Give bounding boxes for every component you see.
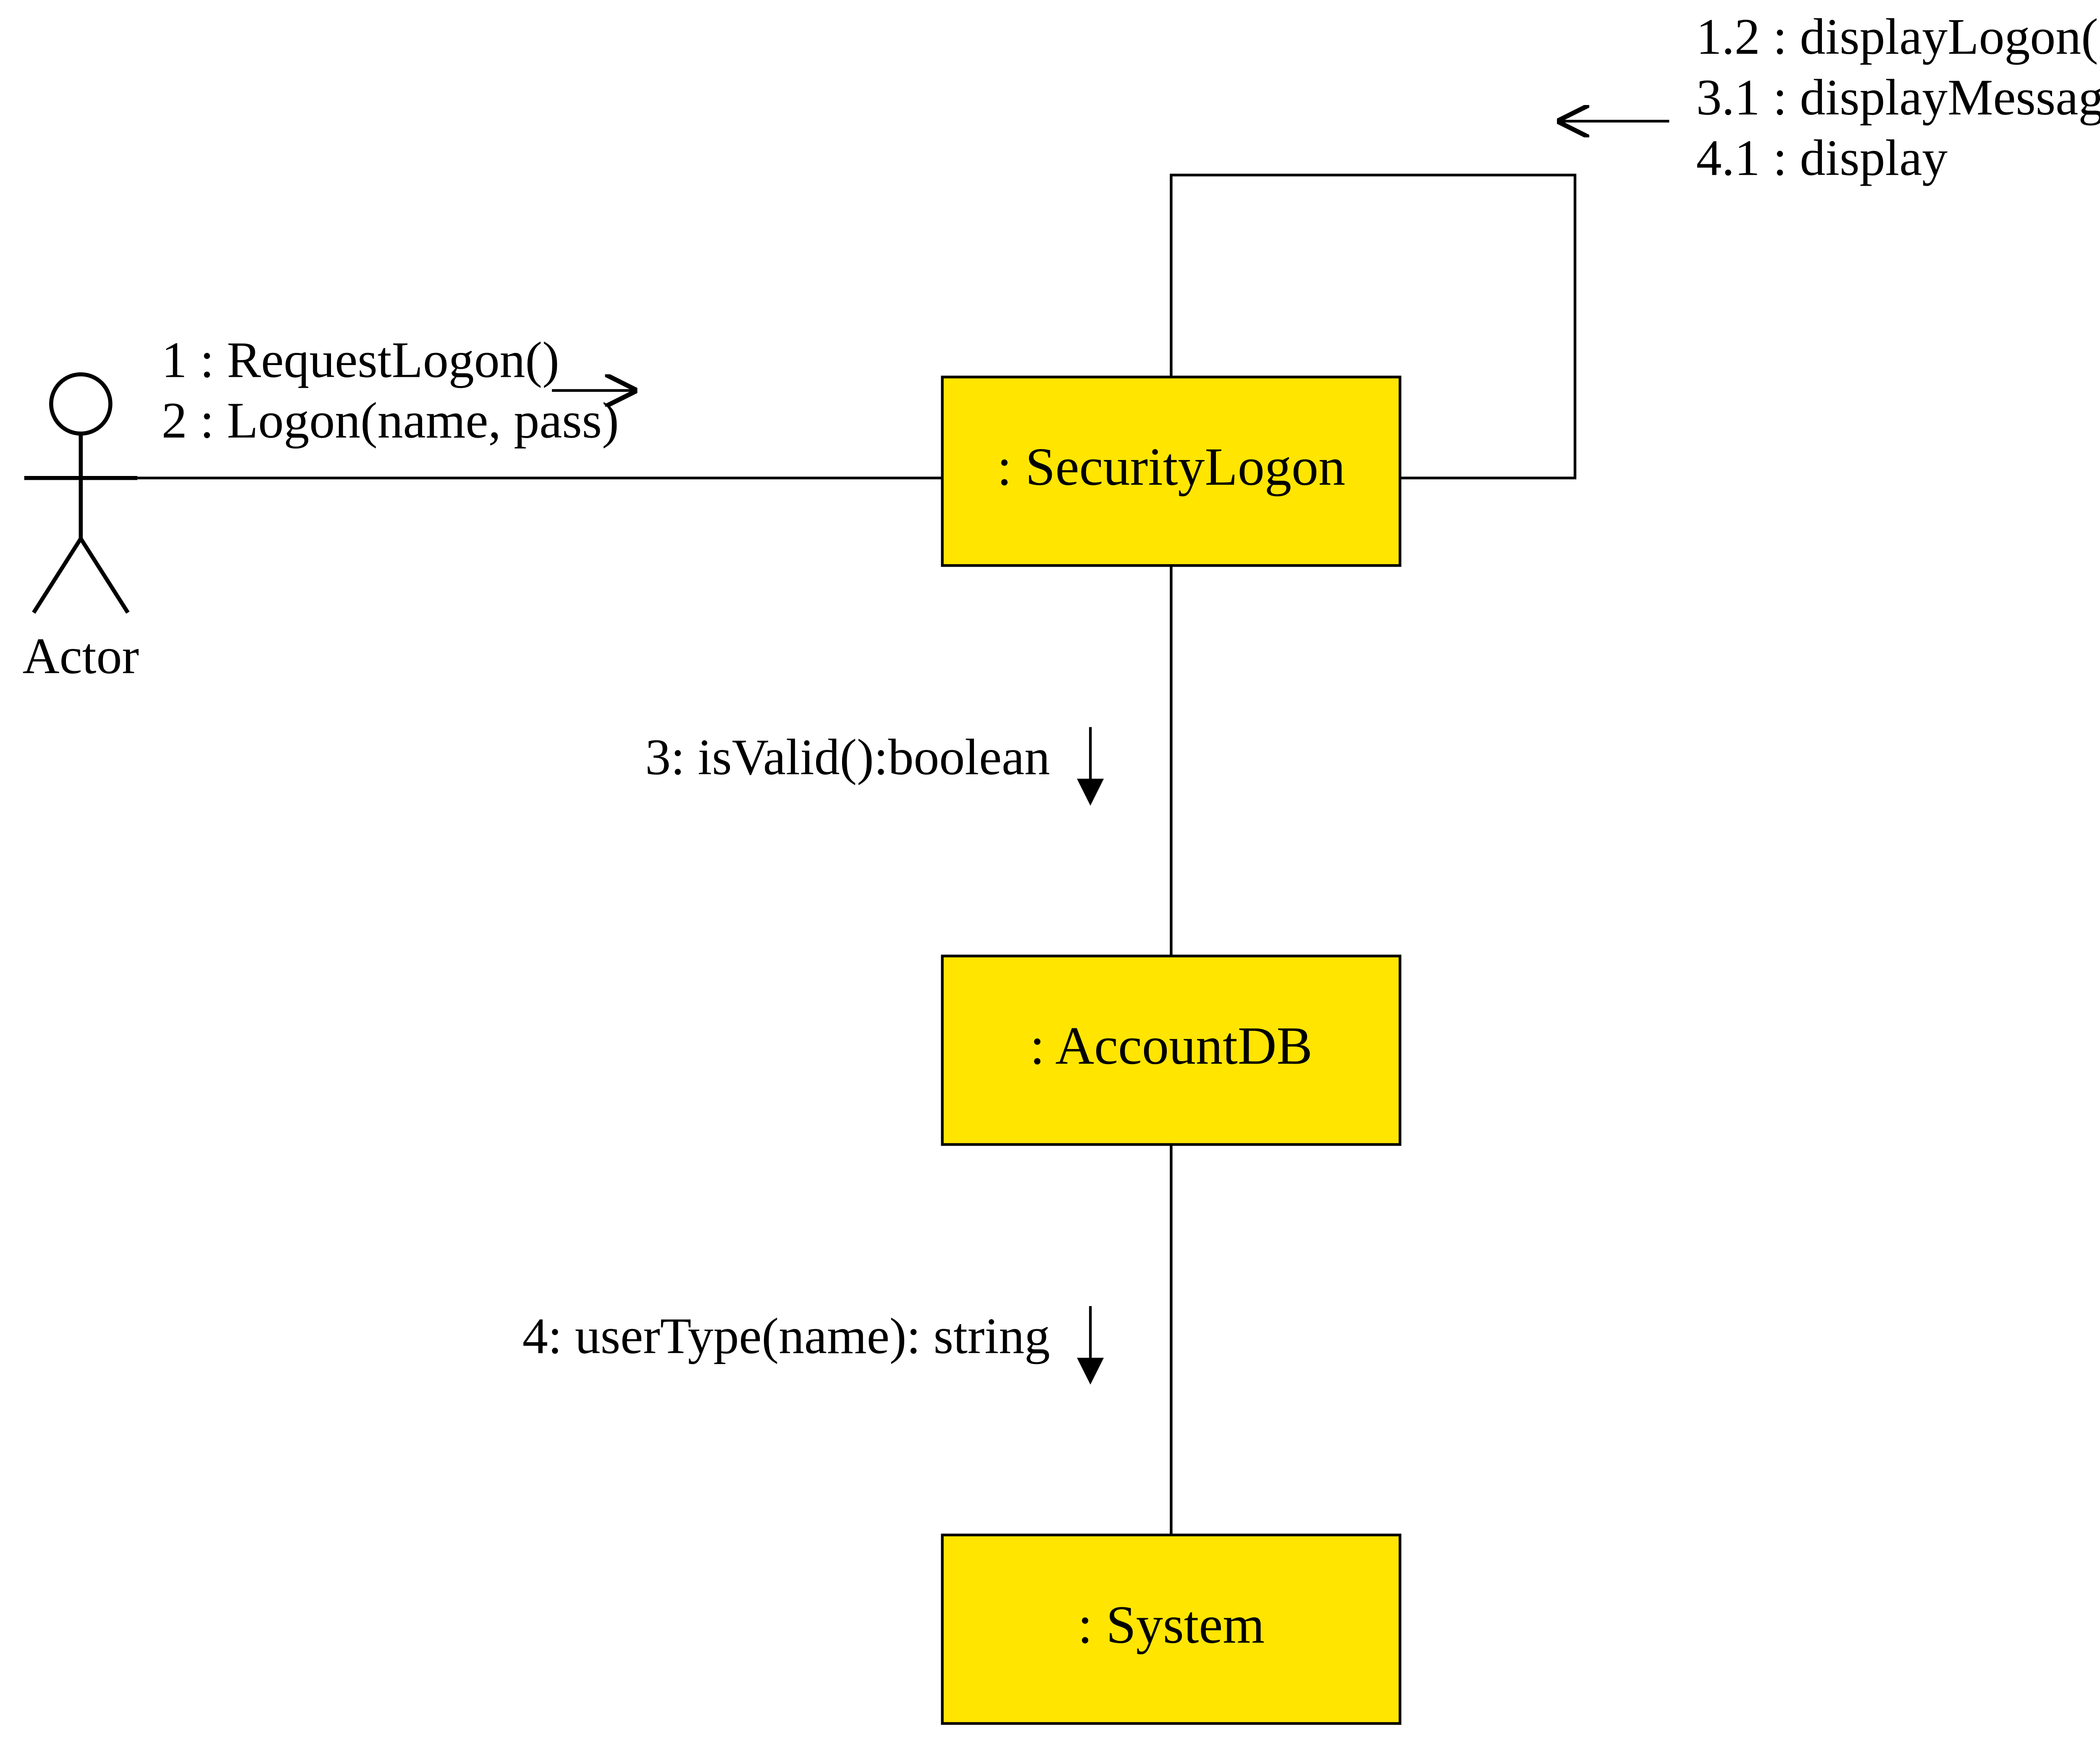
- actor: Actor: [23, 374, 139, 685]
- object-system: : System: [942, 1535, 1400, 1724]
- object-accountdb: : AccountDB: [942, 956, 1400, 1145]
- collaboration-diagram: Actor 1 : RequestLogon() 2 : Logon(name,…: [0, 0, 2100, 1764]
- msg-usertype: 4: userType(name): string: [522, 1308, 1050, 1364]
- msg-logon: 2 : Logon(name, pass): [162, 392, 619, 449]
- msg-request-logon: 1 : RequestLogon(): [162, 331, 559, 388]
- msg-display: 4.1 : display: [1696, 130, 1948, 187]
- object-system-label: : System: [1078, 1595, 1265, 1654]
- msg-display-message: 3.1 : displayMessage( ): [1696, 69, 2100, 126]
- msg-isvalid: 3: isValid():boolean: [645, 729, 1050, 786]
- object-accountdb-label: : AccountDB: [1030, 1016, 1312, 1075]
- actor-label: Actor: [23, 628, 139, 685]
- object-securitylogon: : SecurityLogon: [942, 377, 1400, 565]
- msg-display-logon: 1.2 : displayLogon( ): [1696, 8, 2100, 65]
- object-securitylogon-label: : SecurityLogon: [997, 437, 1346, 497]
